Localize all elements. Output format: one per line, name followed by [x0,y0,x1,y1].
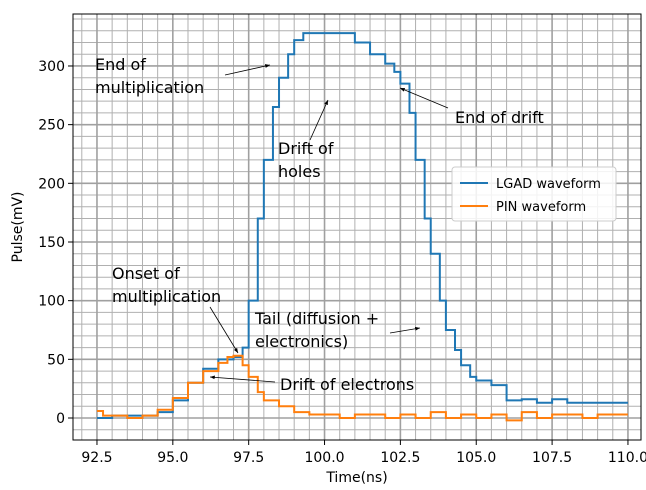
y-tick-label: 200 [38,176,65,192]
annotation: multiplication [95,78,204,97]
annotation: Tail (diffusion + [254,309,379,328]
x-tick-label: 97.5 [233,450,264,466]
legend-label: LGAD waveform [496,177,601,192]
x-tick-label: 92.5 [81,450,112,466]
annotation: Drift of electrons [280,375,414,394]
series-line [96,354,628,422]
legend-label: PIN waveform [496,200,586,215]
x-tick-label: 107.5 [532,450,572,466]
annotation: electronics) [255,332,348,351]
annotation: multiplication [112,287,221,306]
annotation-arrow [399,87,449,109]
y-tick-label: 0 [56,411,65,427]
plot-frame [72,13,642,441]
x-tick-label: 100.0 [304,450,344,466]
annotation: Onset of [112,264,180,283]
y-axis-label: Pulse(mV) [10,191,26,262]
x-tick-label: 102.5 [380,450,420,466]
annotation: End of drift [455,108,544,127]
annotation: Drift of [278,139,334,158]
y-tick-label: 50 [47,352,65,368]
annotation-arrow [224,64,271,76]
y-tick-label: 250 [38,118,65,134]
annotation-arrow [209,306,239,354]
annotation: End of [95,55,146,74]
annotation-arrow [389,326,421,334]
x-tick-label: 105.0 [456,450,496,466]
annotation: holes [278,162,321,181]
y-tick-label: 100 [38,294,65,310]
x-tick-label: 110.0 [608,450,646,466]
legend-box [451,166,617,222]
x-tick-label: 95.0 [157,450,188,466]
y-tick-label: 300 [38,59,65,75]
annotation-arrow [209,375,276,383]
y-tick-label: 150 [38,235,65,251]
x-axis-label: Time(ns) [325,470,387,486]
series-line [96,32,628,419]
annotation-arrow [309,99,329,141]
